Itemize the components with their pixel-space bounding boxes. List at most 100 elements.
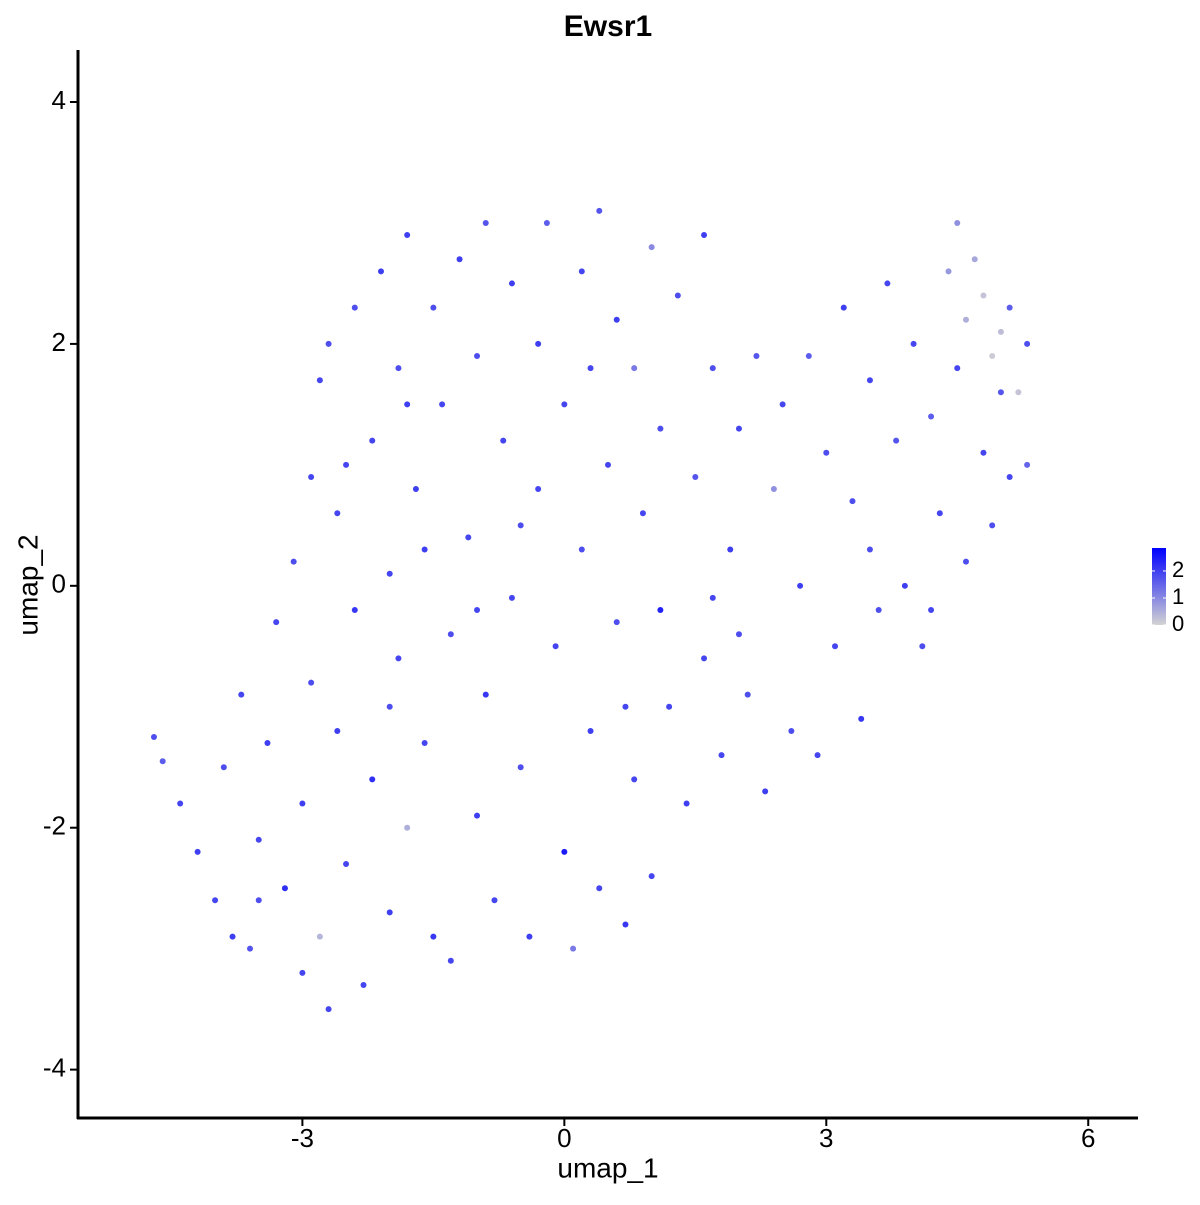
point	[622, 921, 629, 928]
point	[971, 256, 978, 263]
point	[849, 498, 856, 505]
point	[709, 594, 716, 601]
point	[412, 486, 419, 493]
point	[308, 679, 315, 686]
point	[273, 619, 280, 626]
point	[325, 1006, 332, 1013]
point	[508, 594, 515, 601]
point	[500, 437, 507, 444]
point	[439, 401, 446, 408]
point	[299, 969, 306, 976]
point	[281, 885, 288, 892]
point	[936, 510, 943, 517]
point	[334, 510, 341, 517]
point	[858, 715, 865, 722]
point	[989, 522, 996, 529]
x-tick-label: 3	[819, 1123, 833, 1153]
point	[901, 582, 908, 589]
point	[238, 691, 245, 698]
point	[404, 824, 411, 831]
point	[386, 570, 393, 577]
point	[570, 945, 577, 952]
point	[334, 727, 341, 734]
point	[447, 957, 454, 964]
point	[797, 582, 804, 589]
point	[744, 691, 751, 698]
point	[832, 643, 839, 650]
point	[395, 655, 402, 662]
point	[613, 316, 620, 323]
point	[474, 353, 481, 360]
point	[657, 425, 664, 432]
point	[430, 304, 437, 311]
point	[718, 752, 725, 759]
y-tick-label: 2	[52, 327, 66, 357]
point	[962, 316, 969, 323]
point	[631, 776, 638, 783]
point	[805, 353, 812, 360]
point	[255, 836, 262, 843]
x-tick-label: -3	[291, 1123, 314, 1153]
x-tick-label: 0	[557, 1123, 571, 1153]
point	[194, 848, 201, 855]
point	[474, 812, 481, 819]
point	[351, 304, 358, 311]
point	[701, 655, 708, 662]
point	[561, 848, 568, 855]
point	[517, 522, 524, 529]
point	[421, 740, 428, 747]
point	[596, 207, 603, 214]
point	[299, 800, 306, 807]
point	[1006, 304, 1013, 311]
point	[683, 800, 690, 807]
point	[735, 631, 742, 638]
point	[631, 365, 638, 372]
point	[701, 232, 708, 239]
point	[482, 219, 489, 226]
point	[264, 740, 271, 747]
point	[447, 631, 454, 638]
point	[770, 486, 777, 493]
point	[255, 897, 262, 904]
y-tick-label: -4	[43, 1052, 66, 1082]
point	[578, 268, 585, 275]
point	[613, 619, 620, 626]
point	[692, 473, 699, 480]
point	[753, 353, 760, 360]
point	[884, 280, 891, 287]
point	[622, 703, 629, 710]
point	[596, 885, 603, 892]
point	[474, 607, 481, 614]
point	[674, 292, 681, 299]
point	[980, 292, 987, 299]
point	[866, 546, 873, 553]
point	[814, 752, 821, 759]
point	[666, 703, 673, 710]
point	[290, 558, 297, 565]
point	[875, 607, 882, 614]
point	[220, 764, 227, 771]
point	[910, 340, 917, 347]
point	[177, 800, 184, 807]
point	[535, 486, 542, 493]
point	[369, 437, 376, 444]
point	[840, 304, 847, 311]
point	[928, 607, 935, 614]
y-tick-label: 0	[52, 569, 66, 599]
point	[325, 340, 332, 347]
point	[360, 981, 367, 988]
point	[823, 449, 830, 456]
point	[150, 734, 157, 741]
y-tick-label: -2	[43, 811, 66, 841]
point	[657, 607, 664, 614]
point	[866, 377, 873, 384]
point	[404, 401, 411, 408]
y-tick-label: 4	[52, 85, 66, 115]
chart-title: Ewsr1	[564, 10, 652, 43]
point	[386, 703, 393, 710]
point	[989, 353, 996, 360]
point	[980, 449, 987, 456]
point	[648, 873, 655, 880]
point	[247, 945, 254, 952]
point	[552, 643, 559, 650]
